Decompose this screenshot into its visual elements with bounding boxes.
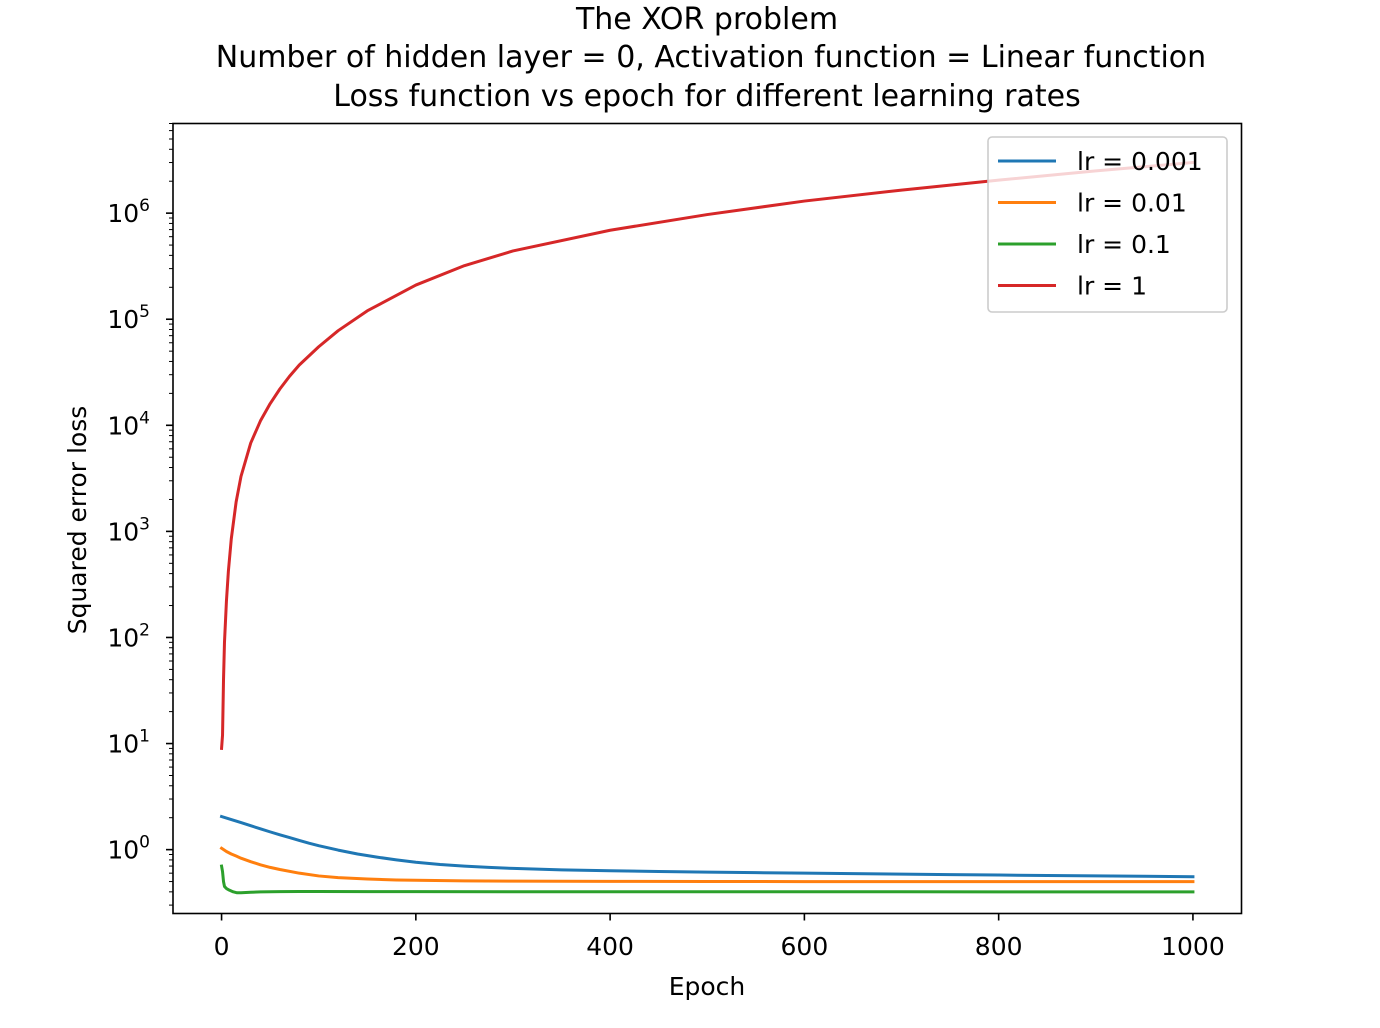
y-tick-label: 104 — [107, 408, 150, 440]
chart-title-line-2: Number of hidden layer = 0, Activation f… — [216, 40, 1206, 75]
x-tick-label: 800 — [975, 932, 1023, 961]
legend-label: lr = 0.001 — [1077, 147, 1203, 176]
series-line-3 — [219, 864, 1195, 895]
chart-title: The XOR problem Number of hidden layer =… — [216, 2, 1206, 114]
plot-frame — [172, 122, 1243, 915]
legend-label: lr = 0.1 — [1077, 230, 1171, 259]
series-layer — [219, 160, 1195, 895]
chart-title-line-3: Loss function vs epoch for different lea… — [333, 79, 1080, 114]
legend: lr = 0.001 lr = 0.01 lr = 0.1 lr = 1 — [987, 136, 1228, 313]
series-line-1 — [219, 814, 1195, 879]
y-tick-label: 105 — [107, 302, 150, 334]
y-tick-label: 102 — [107, 620, 150, 652]
series-line-2 — [219, 846, 1195, 884]
chart-title-line-1: The XOR problem — [575, 2, 838, 37]
y-tick-label: 100 — [107, 833, 150, 865]
x-tick-label: 600 — [781, 932, 829, 961]
legend-box — [987, 136, 1228, 313]
y-tick-label: 101 — [107, 727, 150, 759]
y-tick-label: 106 — [107, 196, 150, 228]
series-line-4 — [219, 160, 1195, 751]
x-tick-label: 200 — [392, 932, 440, 961]
legend-label: lr = 0.01 — [1077, 189, 1187, 218]
x-axis-ticks: 0 200 400 600 800 1000 — [214, 913, 1225, 961]
y-axis-label: Squared error loss — [63, 406, 92, 635]
x-axis-label: Epoch — [669, 972, 746, 1001]
legend-label: lr = 1 — [1077, 272, 1147, 301]
y-axis-ticks: 100 101 102 103 104 105 106 — [107, 123, 173, 906]
x-tick-label: 1000 — [1161, 932, 1225, 961]
x-tick-label: 0 — [214, 932, 230, 961]
y-tick-label: 103 — [107, 514, 150, 546]
x-tick-label: 400 — [586, 932, 634, 961]
